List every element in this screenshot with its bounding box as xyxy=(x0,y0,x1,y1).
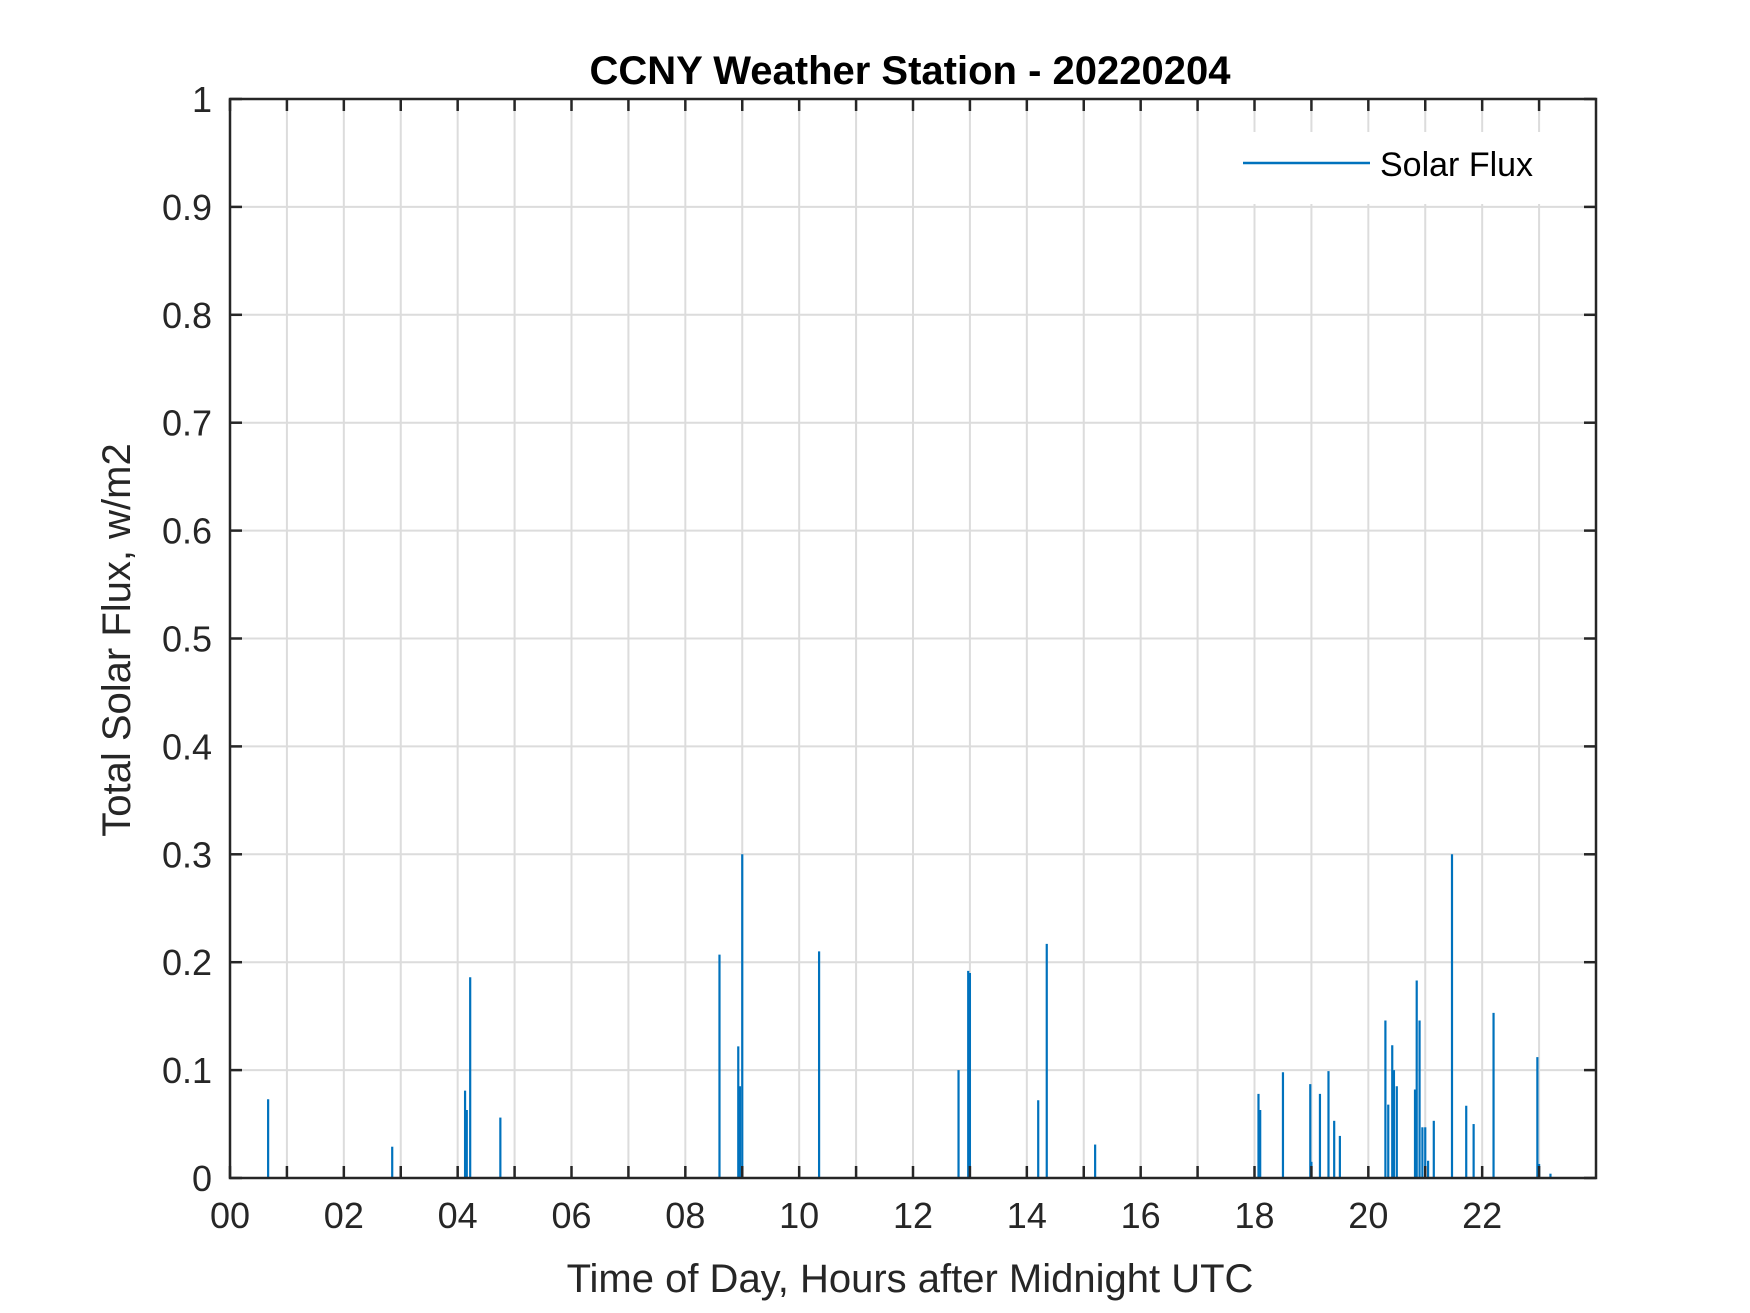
y-tick-label: 0 xyxy=(192,1158,212,1199)
chart-title: CCNY Weather Station - 20220204 xyxy=(590,49,1232,93)
y-axis-label: Total Solar Flux, w/m2 xyxy=(95,443,139,836)
ticks-layer xyxy=(228,97,1596,1180)
x-tick-label: 04 xyxy=(438,1195,478,1236)
y-tick-label: 1 xyxy=(192,79,212,120)
bars-layer xyxy=(267,854,1552,1178)
x-tick-label: 20 xyxy=(1348,1195,1388,1236)
y-tick-label: 0.1 xyxy=(162,1050,212,1091)
x-tick-label: 06 xyxy=(551,1195,591,1236)
y-tick-label: 0.6 xyxy=(162,511,212,552)
y-tick-label: 0.2 xyxy=(162,942,212,983)
tick-labels-layer: 00 02 04 06 08 10 12 14 16 18 20 22 0 0.1 0.2 0.3 0.4 0.5… xyxy=(162,79,1502,1236)
legend-label-solar-flux: Solar Flux xyxy=(1380,146,1533,184)
legend-background xyxy=(1230,132,1570,204)
x-tick-label: 00 xyxy=(210,1195,250,1236)
x-tick-label: 10 xyxy=(779,1195,819,1236)
x-tick-label: 14 xyxy=(1007,1195,1047,1236)
y-tick-label: 0.7 xyxy=(162,403,212,444)
y-tick-label: 0.3 xyxy=(162,834,212,875)
x-tick-label: 02 xyxy=(324,1195,364,1236)
y-tick-label: 0.9 xyxy=(162,187,212,228)
y-tick-label: 0.5 xyxy=(162,619,212,660)
grid-layer xyxy=(230,99,1596,1178)
x-tick-label: 16 xyxy=(1121,1195,1161,1236)
x-axis-label: Time of Day, Hours after Midnight UTC xyxy=(567,1257,1254,1301)
x-tick-label: 08 xyxy=(665,1195,705,1236)
y-tick-label: 0.8 xyxy=(162,295,212,336)
x-tick-label: 12 xyxy=(893,1195,933,1236)
x-tick-label: 18 xyxy=(1234,1195,1274,1236)
x-tick-label: 22 xyxy=(1462,1195,1502,1236)
legend: Solar Flux xyxy=(1230,132,1570,204)
y-tick-label: 0.4 xyxy=(162,726,212,767)
